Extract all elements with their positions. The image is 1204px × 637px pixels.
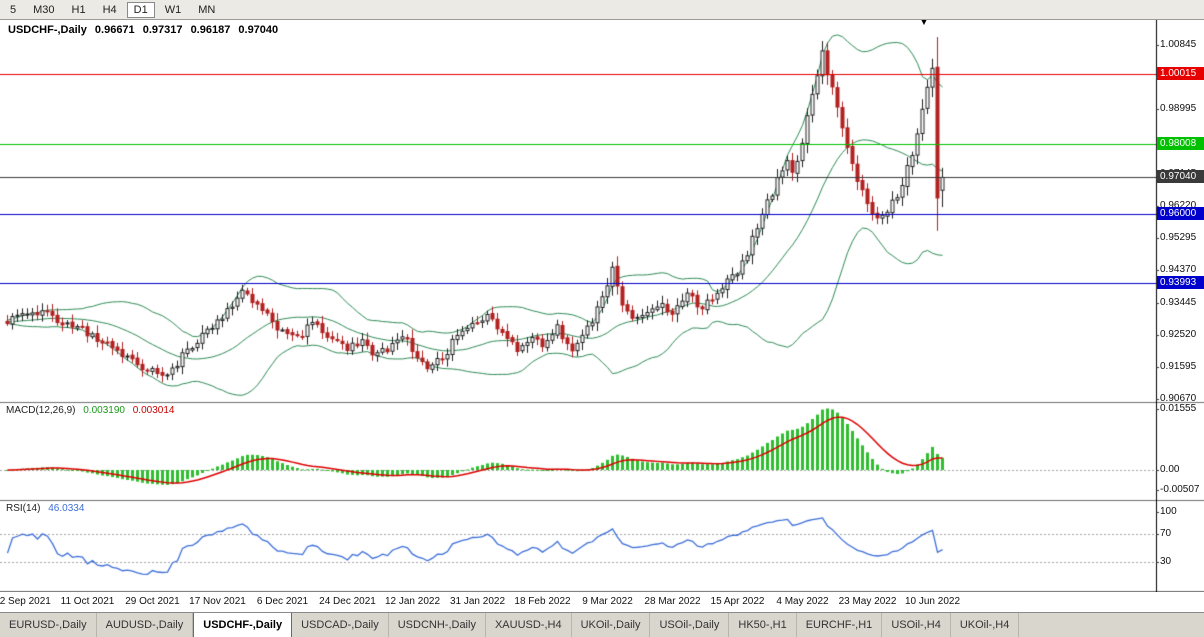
time-axis-label: 17 Nov 2021: [189, 596, 246, 607]
timeframe-button-d1[interactable]: D1: [126, 1, 155, 18]
chart-tab-usdchf-daily[interactable]: USDCHF-,Daily: [193, 613, 293, 637]
timeframe-button-h1[interactable]: H1: [71, 3, 86, 16]
timeframe-button-w1[interactable]: W1: [164, 3, 182, 16]
chart-tabbar: EURUSD-,Daily AUDUSD-,Daily USDCHF-,Daily U…: [0, 612, 1204, 637]
time-axis-label: 22 Sep 2021: [0, 596, 51, 607]
time-axis-label: 6 Dec 2021: [256, 596, 309, 607]
chart-tab-usoil-daily[interactable]: USOil-,Daily: [650, 613, 730, 637]
chart-tab-eurusd-daily[interactable]: EURUSD-,Daily: [0, 613, 97, 637]
time-axis-label: 31 Jan 2022: [449, 596, 506, 607]
time-axis-label: 24 Dec 2021: [319, 596, 376, 607]
time-axis-label: 12 Jan 2022: [384, 596, 441, 607]
chart-tab-usoil-h4[interactable]: USOil-,H4: [882, 613, 951, 637]
chart-tab-audusd-daily[interactable]: AUDUSD-,Daily: [97, 613, 194, 637]
chart-region: USDCHF-,Daily 0.96671 0.97317 0.96187 0.…: [0, 20, 1204, 612]
time-axis-label: 28 Mar 2022: [644, 596, 701, 607]
time-axis-label: 4 May 2022: [776, 596, 829, 607]
chart-tab-ukoil-daily[interactable]: UKOil-,Daily: [572, 613, 651, 637]
timeframe-button-mn[interactable]: MN: [198, 3, 216, 16]
time-axis-label: 23 May 2022: [838, 596, 897, 607]
time-axis-label: 9 Mar 2022: [582, 596, 633, 607]
chart-tab-usdcad-daily[interactable]: USDCAD-,Daily: [292, 613, 389, 637]
time-axis-label: 15 Apr 2022: [710, 596, 765, 607]
timeframe-button-5[interactable]: 5: [10, 3, 17, 16]
time-axis-label: 29 Oct 2021: [125, 596, 180, 607]
timeframe-toolbar: 5 M30 H1 H4 D1 W1 MN: [0, 0, 1204, 20]
timeframe-button-m30[interactable]: M30: [33, 3, 55, 16]
time-axis: 22 Sep 2021 11 Oct 2021 29 Oct 2021 17 Nov …: [0, 592, 1204, 612]
chart-tab-hk50-h1[interactable]: HK50-,H1: [729, 613, 797, 637]
chart-tab-usdcnh-daily[interactable]: USDCNH-,Daily: [389, 613, 486, 637]
chart-tab-xauusd-h4[interactable]: XAUUSD-,H4: [486, 613, 572, 637]
time-axis-label: 11 Oct 2021: [60, 596, 115, 607]
price-chart-canvas[interactable]: [0, 20, 1204, 592]
chart-tab-ukoil-h4[interactable]: UKOil-,H4: [951, 613, 1020, 637]
chart-tab-eurchf-h1[interactable]: EURCHF-,H1: [797, 613, 883, 637]
time-axis-label: 10 Jun 2022: [904, 596, 961, 607]
time-axis-label: 18 Feb 2022: [514, 596, 571, 607]
timeframe-button-h4[interactable]: H4: [102, 3, 117, 16]
